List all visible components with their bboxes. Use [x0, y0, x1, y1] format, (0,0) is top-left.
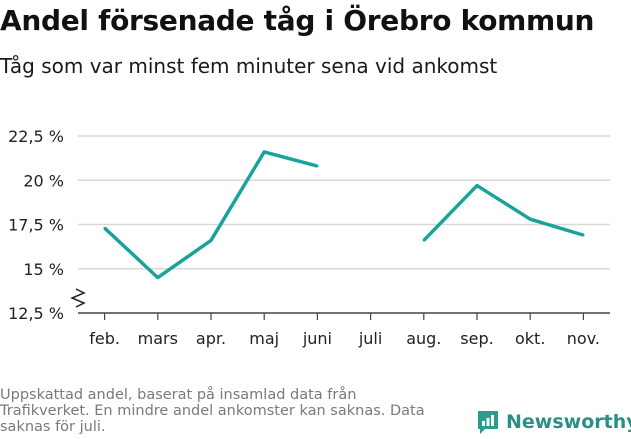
data-point [156, 276, 159, 279]
x-tick-label: feb. [89, 329, 120, 348]
data-point [103, 226, 106, 230]
line-chart: 12,5 % 15 % 17,5 % 20 % 22,5 % feb. mars apr. ma… [8, 127, 610, 348]
data-point [582, 233, 585, 237]
y-tick-label: 17,5 % [8, 216, 64, 235]
x-tick-label: mars [138, 329, 178, 348]
y-tick-label: 20 % [23, 171, 64, 190]
brand-name: Newsworthy [506, 411, 631, 433]
brand-logo: Newsworthy [476, 408, 631, 436]
chart-subtitle: Tåg som var minst fem minuter sena vid a… [0, 54, 498, 78]
data-point [475, 184, 479, 187]
x-tick-label: okt. [515, 329, 545, 348]
data-point [529, 217, 532, 221]
x-tick-label: juni [302, 329, 332, 348]
data-point [316, 164, 319, 168]
x-tick-label: juli [358, 329, 382, 348]
x-tick-label: aug. [406, 329, 441, 348]
y-tick-label: 15 % [23, 260, 64, 279]
axis-break-marker [70, 288, 86, 308]
x-tick-label: nov. [567, 329, 600, 348]
x-tick-label: sep. [460, 329, 493, 348]
y-tick-label: 22,5 % [8, 127, 64, 146]
series-line [103, 150, 318, 280]
y-tick-label: 12,5 % [8, 304, 64, 323]
x-tick-label: maj [249, 329, 279, 348]
series-line [422, 183, 584, 242]
data-point [209, 239, 213, 242]
x-tick-label: apr. [196, 329, 226, 348]
chart-footnote: Uppskattad andel, baserat på insamlad da… [0, 387, 425, 435]
data-point [422, 239, 425, 242]
newsworthy-logo-icon [478, 411, 498, 434]
chart-title: Andel försenade tåg i Örebro kommun [0, 4, 595, 37]
data-point [263, 150, 266, 154]
